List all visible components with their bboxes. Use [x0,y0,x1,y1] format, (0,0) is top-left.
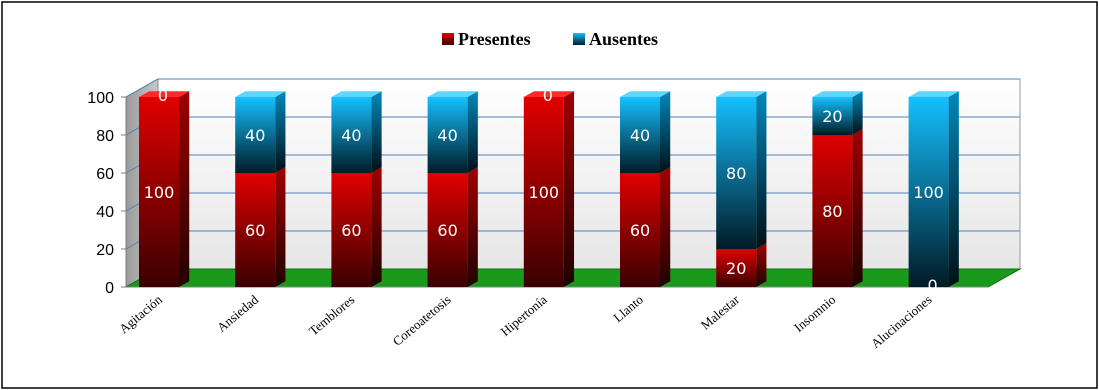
bar-presentes [620,173,660,287]
bar-ausentes [620,97,660,173]
category-label: Malestar [698,291,743,332]
data-label-presentes: 60 [630,221,650,240]
category-label: Insomnio [791,292,838,335]
category-label: Temblores [306,292,358,339]
bar-ausentes [908,97,949,287]
bar-side [179,91,190,288]
legend-swatch-ausentes [573,33,585,45]
legend-label-ausentes: Ausentes [589,29,658,49]
y-tick-label: 0 [105,280,114,297]
bar-presentes [812,135,853,287]
data-label-presentes: 60 [437,221,457,240]
category-label: Alucinaciones [868,292,935,351]
data-label-presentes: 60 [245,221,265,240]
category-label: Llanto [610,292,646,325]
bar-side [852,129,863,287]
bar-side [563,91,575,288]
y-tick-label: 80 [96,128,114,145]
data-label-presentes: 100 [529,183,560,202]
bar-side [660,167,671,287]
y-tick-label: 40 [96,204,114,221]
bar-presentes [331,173,372,287]
back-wall [157,78,1021,270]
bar-top [812,91,863,97]
bar-presentes [716,249,757,287]
bar-side [852,91,863,135]
bar-ausentes [235,97,276,173]
data-label-ausentes: 40 [630,126,650,145]
category-label: Agitación [116,291,165,336]
legend-label-presentes: Presentes [458,29,531,49]
data-label-ausentes: 40 [245,126,265,145]
bar-top [331,91,382,97]
category-label: Hipertonía [497,292,549,339]
data-label-presentes: 20 [726,259,746,278]
data-label-presentes: 100 [144,183,175,202]
data-label-ausentes: 20 [822,107,842,126]
bar-top [235,91,286,97]
bar-side [275,167,286,287]
bar-side [467,167,478,287]
data-label-ausentes: 100 [913,183,944,202]
bar-side [756,91,767,250]
bar-side [275,91,286,173]
data-label-ausentes: 0 [158,86,168,105]
y-tick-label: 20 [96,242,114,259]
data-label-ausentes: 40 [437,126,457,145]
bar-presentes [235,173,276,287]
data-label-presentes: 0 [928,276,938,295]
bar-side [467,91,478,173]
bar-top [908,91,959,97]
bar-side [371,167,382,287]
bar-side [371,91,382,173]
bar-presentes [523,97,564,287]
bar-top [139,91,190,97]
y-tick-label: 60 [96,166,114,183]
bar-presentes [427,173,468,287]
bar-top [427,91,478,97]
bar-top [716,91,767,97]
data-label-ausentes: 80 [726,164,746,183]
data-label-presentes: 60 [341,221,361,240]
legend-swatch-presentes [442,33,454,45]
y-tick-label: 100 [87,90,114,107]
bar-ausentes [812,97,853,135]
bar-side [948,91,959,288]
bar-ausentes [716,97,757,249]
data-label-ausentes: 0 [543,86,553,105]
bar-top [523,91,575,97]
category-label: Ansiedad [214,291,262,334]
bar-top [620,91,671,97]
category-label: Coreoatetosis [390,292,454,349]
bar-presentes [139,97,179,287]
bar-side [756,243,767,287]
data-label-presentes: 80 [822,202,842,221]
bar-side [660,91,671,173]
legend: Presentes Ausentes [442,29,658,49]
gridline [125,78,1020,98]
data-label-ausentes: 40 [341,126,361,145]
bar-ausentes [427,97,468,173]
plot-area: 0204060801001000Agitación6040Ansiedad604… [87,78,1022,351]
bar-ausentes [331,97,372,173]
